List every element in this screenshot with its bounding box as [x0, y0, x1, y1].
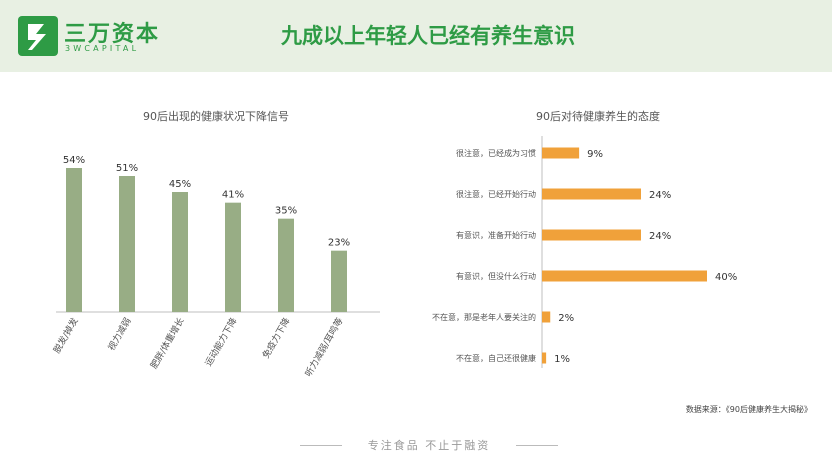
brand-name-en: 3WCAPITAL	[65, 44, 140, 53]
footer-slogan: 专注食品 不止于融资	[300, 436, 558, 454]
chart1-value-label: 54%	[63, 155, 85, 166]
chart2-category-label: 不在意，那是老年人要关注的	[432, 312, 536, 322]
chart1-bar	[278, 218, 294, 312]
chart1-value-label: 51%	[116, 163, 138, 174]
chart2-value-label: 9%	[587, 149, 603, 160]
chart2-bar	[542, 311, 551, 323]
chart2-title: 90后对待健康养生的态度	[536, 110, 660, 123]
chart1-bar	[119, 176, 135, 312]
page-title: 九成以上年轻人已经有养生意识	[281, 24, 575, 48]
chart1-category-label: 免疫力下降	[260, 316, 293, 361]
chart2-value-label: 2%	[558, 313, 574, 324]
chart1-bar	[331, 250, 347, 312]
health-signals-bar-chart: 54% 脱发/掉发 51% 视力减弱 45% 肥胖/体重增长 41% 运动能力下降 35% 免疫力…	[51, 155, 380, 379]
chart1-value-label: 41%	[222, 190, 244, 201]
chart2-value-label: 1%	[554, 354, 570, 365]
chart2-value-label: 24%	[649, 190, 671, 201]
chart2-category-label: 有意识，但没什么行动	[456, 271, 536, 281]
footer-divider-right	[516, 445, 558, 446]
chart2-category-label: 很注意，已经成为习惯	[456, 148, 536, 158]
chart1-value-label: 23%	[328, 238, 350, 249]
chart2-bar	[542, 188, 641, 200]
chart1-category-label: 听力减弱/耳鸣等	[302, 316, 345, 379]
health-attitude-bar-chart: 9% 很注意，已经成为习惯 24% 很注意，已经开始行动 24% 有意识，准备开始行动 40…	[432, 136, 737, 368]
chart1-value-label: 35%	[275, 206, 297, 217]
chart1-bar	[66, 168, 82, 312]
chart2-category-label: 不在意，自己还很健康	[456, 353, 536, 363]
chart2-bar	[542, 352, 547, 364]
header-banner: 三万资本 3WCAPITAL 九成以上年轻人已经有养生意识	[0, 0, 832, 72]
chart1-category-label: 脱发/掉发	[51, 316, 81, 356]
chart1-category-label: 视力减弱	[105, 316, 133, 353]
footer-divider-left	[300, 445, 342, 446]
chart2-bar	[542, 147, 580, 159]
brand-logo: 三万资本 3WCAPITAL	[18, 16, 178, 56]
chart1-title: 90后出现的健康状况下降信号	[143, 110, 289, 123]
chart1-bar	[225, 202, 241, 312]
chart2-bar	[542, 229, 641, 241]
chart2-value-label: 24%	[649, 231, 671, 242]
chart2-category-label: 很注意，已经开始行动	[456, 189, 536, 199]
chart1-bar	[172, 192, 188, 312]
brand-name-cn: 三万资本	[64, 22, 161, 47]
chart2-bar	[542, 270, 707, 282]
chart1-value-label: 45%	[169, 179, 191, 190]
chart2-value-label: 40%	[715, 272, 737, 283]
chart1-category-label: 肥胖/体重增长	[148, 316, 187, 371]
data-source-note: 数据来源：《90后健康养生大揭秘》	[685, 405, 812, 414]
chart2-category-label: 有意识，准备开始行动	[456, 230, 536, 240]
chart1-category-label: 运动能力下降	[202, 316, 239, 369]
logo-mark-icon	[18, 16, 58, 56]
footer-text: 专注食品 不止于融资	[367, 439, 491, 452]
